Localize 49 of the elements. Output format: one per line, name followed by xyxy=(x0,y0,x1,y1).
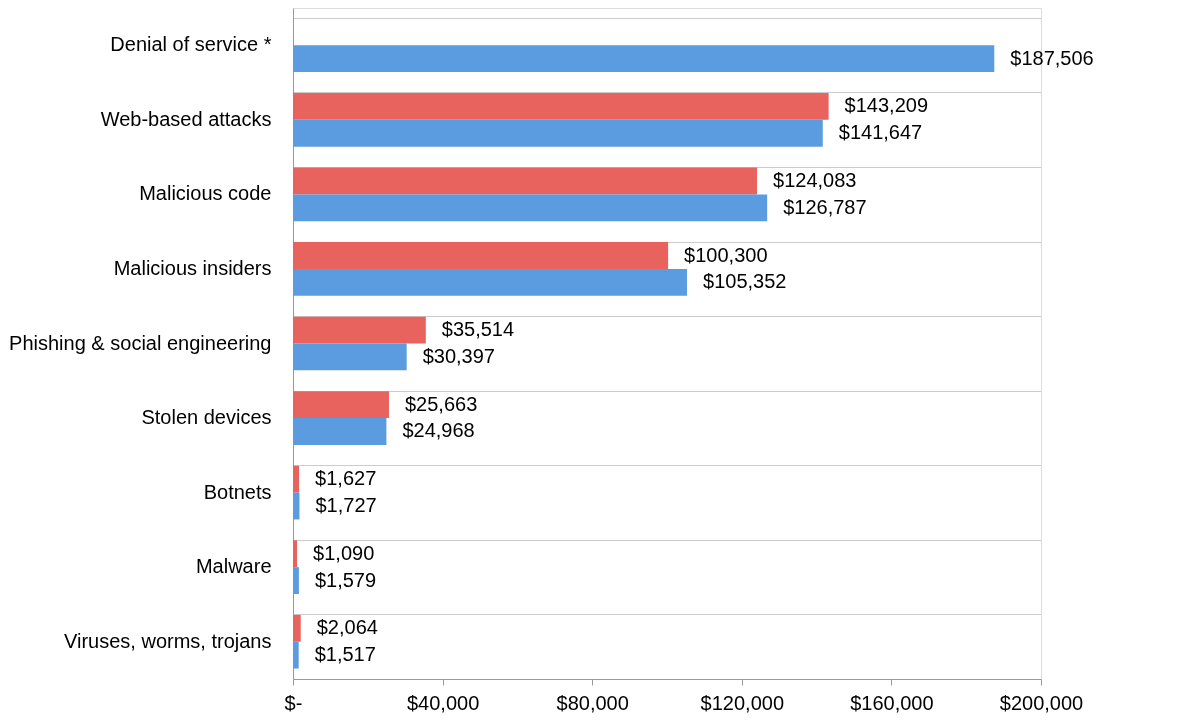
data-label: $105,352 xyxy=(703,270,787,293)
bar xyxy=(293,343,407,371)
bar xyxy=(293,418,387,445)
bar xyxy=(293,242,669,269)
x-tick-label: $40,000 xyxy=(406,691,480,714)
data-label: $141,647 xyxy=(838,121,923,144)
bar xyxy=(293,316,426,344)
y-tick-label: Botnets xyxy=(203,480,272,503)
data-label: $187,506 xyxy=(1010,46,1094,69)
y-tick-label: Phishing & social engineering xyxy=(9,331,272,354)
x-tick-label: $120,000 xyxy=(700,691,785,714)
data-label: $124,083 xyxy=(773,168,857,191)
data-label: $24,968 xyxy=(402,419,475,442)
data-label: $1,579 xyxy=(314,568,377,591)
bar xyxy=(293,465,300,493)
y-tick-label: Malware xyxy=(195,555,272,578)
bar xyxy=(293,92,829,120)
data-label: $30,397 xyxy=(422,344,495,367)
data-label: $1,517 xyxy=(314,643,376,666)
y-tick-label: Viruses, worms, trojans xyxy=(64,629,272,652)
data-label: $1,090 xyxy=(313,541,375,564)
data-label: $2,064 xyxy=(316,616,378,639)
bar xyxy=(293,567,299,595)
bar xyxy=(293,268,688,296)
bar xyxy=(293,492,300,520)
data-label: $100,300 xyxy=(684,243,768,266)
y-tick-label: Web-based attacks xyxy=(100,107,272,130)
bar xyxy=(293,45,995,73)
y-tick-label: Denial of service * xyxy=(110,33,272,56)
data-label: $35,514 xyxy=(441,318,515,341)
bar xyxy=(293,614,301,642)
x-tick-label: $160,000 xyxy=(850,691,934,714)
y-tick-label: Malicious insiders xyxy=(113,256,272,279)
data-label: $25,663 xyxy=(404,392,478,415)
y-tick-label: Malicious code xyxy=(139,182,272,205)
bar xyxy=(293,540,298,568)
data-label: $1,727 xyxy=(315,494,377,517)
x-tick-label: $80,000 xyxy=(556,691,629,714)
data-label: $143,209 xyxy=(844,94,929,117)
data-label: $126,787 xyxy=(783,195,867,218)
bar xyxy=(293,391,389,419)
y-tick-label: Stolen devices xyxy=(141,406,272,429)
x-tick-label: $200,000 xyxy=(999,691,1084,714)
bar xyxy=(293,641,299,669)
bar xyxy=(293,167,758,195)
x-tick-label: $- xyxy=(284,691,303,714)
bar xyxy=(293,194,768,222)
bar xyxy=(293,119,823,147)
data-label: $1,627 xyxy=(315,467,377,490)
